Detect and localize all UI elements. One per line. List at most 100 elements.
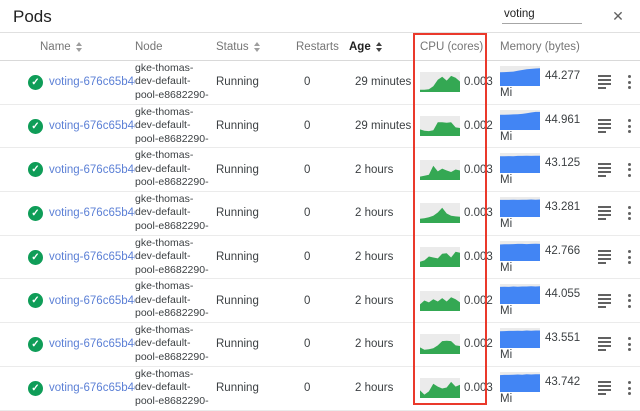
- memory-cell: 44.961 Mi: [500, 109, 590, 143]
- logs-icon[interactable]: [596, 117, 613, 135]
- table-row: ✓ voting-676c65b4d9-72 gke-thomas-dev-de…: [0, 148, 640, 193]
- cpu-cell: 0.002: [420, 116, 500, 137]
- page-title: Pods: [13, 7, 52, 26]
- row-actions-menu-icon[interactable]: [624, 335, 635, 353]
- cpu-value: 0.002: [464, 120, 493, 133]
- status-icon-cell: ✓: [28, 380, 49, 396]
- status-icon-cell: ✓: [28, 205, 49, 221]
- logs-icon[interactable]: [596, 379, 613, 397]
- pod-name-cell: voting-676c65b4d9-nv: [49, 207, 135, 219]
- memory-unit: Mi: [500, 217, 513, 230]
- pod-name-cell: voting-676c65b4d9-72: [49, 164, 135, 176]
- pod-name-link[interactable]: voting-676c65b4d9-xs: [49, 76, 135, 89]
- status-icon-cell: ✓: [28, 249, 49, 265]
- cpu-cell: 0.003: [420, 247, 500, 268]
- column-header-cpu: CPU (cores): [420, 41, 500, 53]
- row-actions-menu-icon[interactable]: [624, 73, 635, 91]
- cpu-cell: 0.003: [420, 378, 500, 399]
- restarts-cell: 0: [304, 338, 311, 351]
- memory-value: 44.055: [545, 288, 581, 301]
- memory-unit: Mi: [500, 86, 513, 99]
- close-icon[interactable]: ✕: [609, 7, 627, 25]
- memory-value: 43.551: [545, 331, 581, 344]
- row-actions-menu-icon[interactable]: [624, 379, 635, 397]
- sort-arrows-icon: [253, 41, 260, 52]
- status-ok-check-icon: ✓: [28, 380, 43, 396]
- sort-arrows-icon: [375, 41, 382, 52]
- cpu-value: 0.003: [464, 382, 493, 395]
- row-actions-menu-icon[interactable]: [624, 161, 635, 179]
- pods-table-body: ✓ voting-676c65b4d9-xs gke-thomas-dev-de…: [0, 61, 640, 411]
- status-ok-check-icon: ✓: [28, 74, 43, 90]
- search-input[interactable]: [502, 6, 582, 24]
- pod-name-link[interactable]: voting-676c65b4d9-tpr: [49, 120, 135, 133]
- table-row: ✓ voting-676c65b4d9-8f8 gke-thomas-dev-d…: [0, 367, 640, 411]
- memory-value: 42.766: [545, 244, 581, 257]
- memory-cell: 44.277 Mi: [500, 65, 590, 99]
- cpu-value: 0.003: [464, 76, 493, 89]
- column-header-age[interactable]: Age: [349, 41, 420, 53]
- pod-name-link[interactable]: voting-676c65b4d9-72: [49, 163, 135, 176]
- memory-cell: 43.551 Mi: [500, 327, 590, 361]
- logs-icon[interactable]: [596, 292, 613, 310]
- age-cell: 29 minutes: [355, 120, 412, 133]
- node-cell: gke-thomas-dev-default-pool-e8682290-qrp…: [135, 149, 209, 190]
- column-header-memory: Memory (bytes): [500, 41, 590, 53]
- pod-name-link[interactable]: voting-676c65b4d9-tpj: [49, 338, 135, 351]
- cpu-value: 0.002: [464, 338, 493, 351]
- restarts-cell: 0: [304, 294, 311, 307]
- status-ok-check-icon: ✓: [28, 336, 43, 352]
- column-header-status-label: Status: [216, 40, 249, 53]
- logs-icon[interactable]: [596, 161, 613, 179]
- age-cell: 2 hours: [355, 338, 394, 351]
- column-header-node-label: Node: [135, 40, 163, 53]
- pod-name-cell: voting-676c65b4d9-xs: [49, 76, 135, 88]
- memory-cell: 43.281 Mi: [500, 196, 590, 230]
- logs-icon[interactable]: [596, 73, 613, 91]
- cpu-cell: 0.003: [420, 159, 500, 180]
- restarts-cell: 0: [304, 207, 311, 220]
- logs-icon[interactable]: [596, 335, 613, 353]
- pod-name-link[interactable]: voting-676c65b4d9-8f8: [49, 382, 135, 395]
- status-icon-cell: ✓: [28, 74, 49, 90]
- memory-cell: 43.742 Mi: [500, 371, 590, 405]
- memory-unit: Mi: [500, 348, 513, 361]
- age-cell: 2 hours: [355, 163, 394, 176]
- pod-name-link[interactable]: voting-676c65b4d9-tj6: [49, 294, 135, 307]
- table-header-row: Name Node Status Restarts Age CPU (cores…: [0, 33, 640, 61]
- column-header-cpu-label: CPU (cores): [420, 40, 484, 53]
- status-cell: Running: [216, 338, 259, 351]
- memory-sparkline-chart: [500, 327, 540, 348]
- status-ok-check-icon: ✓: [28, 118, 43, 134]
- node-cell: gke-thomas-dev-default-pool-e8682290-k21…: [135, 236, 209, 278]
- pod-name-link[interactable]: voting-676c65b4d9-srl: [49, 251, 135, 264]
- row-actions-menu-icon[interactable]: [624, 117, 635, 135]
- logs-icon[interactable]: [596, 204, 613, 222]
- node-cell: gke-thomas-dev-default-pool-e8682290-5kj…: [135, 323, 209, 365]
- status-icon-cell: ✓: [28, 293, 49, 309]
- column-header-age-label: Age: [349, 40, 371, 53]
- table-row: ✓ voting-676c65b4d9-nv gke-thomas-dev-de…: [0, 192, 640, 236]
- pod-name-link[interactable]: voting-676c65b4d9-nv: [49, 207, 135, 220]
- memory-sparkline-chart: [500, 109, 540, 130]
- column-header-name[interactable]: Name: [40, 41, 135, 53]
- row-actions-menu-icon[interactable]: [624, 248, 635, 266]
- table-row: ✓ voting-676c65b4d9-tj6 gke-thomas-dev-d…: [0, 279, 640, 324]
- memory-sparkline-chart: [500, 153, 540, 174]
- cpu-sparkline-chart: [420, 290, 460, 311]
- memory-cell: 42.766 Mi: [500, 240, 590, 274]
- row-actions-menu-icon[interactable]: [624, 292, 635, 310]
- node-cell: gke-thomas-dev-default-pool-e8682290-5kj…: [135, 61, 209, 103]
- cpu-sparkline-chart: [420, 116, 460, 137]
- column-header-name-label: Name: [40, 40, 71, 53]
- row-actions-menu-icon[interactable]: [624, 204, 635, 222]
- memory-value: 43.742: [545, 375, 581, 388]
- logs-icon[interactable]: [596, 248, 613, 266]
- restarts-cell: 0: [304, 120, 311, 133]
- table-row: ✓ voting-676c65b4d9-tpj gke-thomas-dev-d…: [0, 323, 640, 367]
- pod-name-cell: voting-676c65b4d9-8f8: [49, 382, 135, 394]
- cpu-sparkline-chart: [420, 72, 460, 93]
- memory-sparkline-chart: [500, 196, 540, 217]
- column-header-status[interactable]: Status: [216, 41, 296, 53]
- pod-name-cell: voting-676c65b4d9-tj6: [49, 295, 135, 307]
